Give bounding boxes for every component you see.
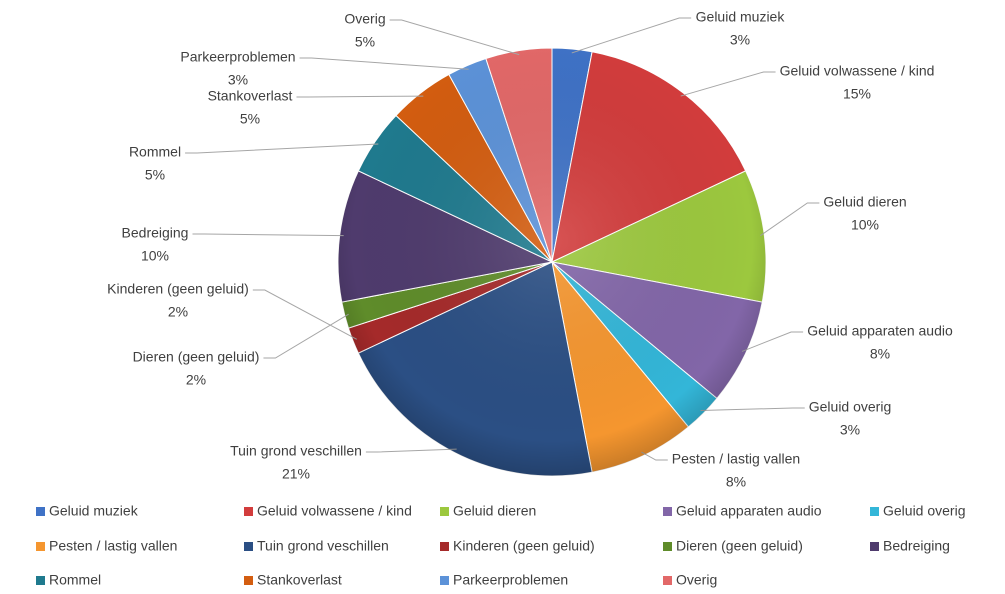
data-label-name: Rommel — [129, 144, 181, 160]
leader-line — [680, 71, 776, 97]
legend-label: Bedreiging — [883, 538, 950, 554]
legend-swatch — [663, 576, 672, 585]
leader-line — [389, 19, 520, 56]
legend-label: Dieren (geen geluid) — [676, 538, 803, 554]
data-label-value: 2% — [186, 372, 206, 388]
legend-label: Geluid volwassene / kind — [257, 503, 412, 519]
legend-swatch — [244, 542, 253, 551]
data-label-value: 3% — [840, 422, 860, 438]
legend-label: Parkeerproblemen — [453, 572, 568, 588]
data-label-value: 5% — [355, 34, 375, 50]
data-label-name: Kinderen (geen geluid) — [107, 281, 249, 297]
legend-swatch — [440, 576, 449, 585]
data-label-name: Geluid volwassene / kind — [780, 63, 935, 79]
legend-label: Pesten / lastig vallen — [49, 538, 177, 554]
legend-swatch — [663, 542, 672, 551]
leader-line — [299, 57, 469, 70]
legend-swatch — [663, 507, 672, 516]
leader-line — [760, 202, 820, 237]
legend-swatch — [870, 507, 879, 516]
data-label-value: 3% — [730, 32, 750, 48]
leader-line — [700, 407, 805, 411]
data-label-value: 2% — [168, 304, 188, 320]
legend-swatch — [36, 507, 45, 516]
data-label-name: Bedreiging — [122, 225, 189, 241]
data-label-value: 5% — [240, 111, 260, 127]
data-label-name: Pesten / lastig vallen — [672, 451, 800, 467]
legend-label: Geluid muziek — [49, 503, 139, 519]
legend-swatch — [440, 542, 449, 551]
data-label-value: 8% — [726, 474, 746, 490]
data-label-value: 21% — [282, 466, 310, 482]
leader-line — [185, 143, 379, 154]
legend-label: Rommel — [49, 572, 101, 588]
data-label-name: Overig — [344, 11, 385, 27]
leader-line — [263, 313, 349, 359]
data-label-name: Geluid muziek — [696, 9, 786, 25]
data-label-value: 15% — [843, 86, 871, 102]
leader-line — [296, 95, 424, 98]
legend-swatch — [36, 542, 45, 551]
data-label-value: 5% — [145, 167, 165, 183]
legend-label: Overig — [676, 572, 717, 588]
legend-swatch — [870, 542, 879, 551]
legend-swatch — [244, 507, 253, 516]
data-label-name: Stankoverlast — [208, 88, 293, 104]
legend-label: Geluid apparaten audio — [676, 503, 822, 519]
legend-label: Geluid dieren — [453, 503, 536, 519]
data-label-name: Dieren (geen geluid) — [133, 349, 260, 365]
data-label-name: Tuin grond veschillen — [230, 443, 362, 459]
data-label-value: 3% — [228, 72, 248, 88]
legend-label: Tuin grond veschillen — [257, 538, 389, 554]
data-label-name: Geluid overig — [809, 399, 892, 415]
legend-swatch — [440, 507, 449, 516]
data-label-value: 10% — [141, 248, 169, 264]
leader-line — [192, 233, 344, 237]
leader-line — [365, 448, 457, 453]
data-label-name: Parkeerproblemen — [180, 49, 295, 65]
data-label-name: Geluid dieren — [823, 194, 906, 210]
leader-line — [571, 17, 692, 54]
legend-swatch — [36, 576, 45, 585]
data-label-value: 8% — [870, 346, 890, 362]
legend-label: Geluid overig — [883, 503, 966, 519]
legend-label: Kinderen (geen geluid) — [453, 538, 595, 554]
leader-line — [252, 289, 357, 340]
legend-label: Stankoverlast — [257, 572, 342, 588]
data-label-value: 10% — [851, 217, 879, 233]
legend-swatch — [244, 576, 253, 585]
data-label-name: Geluid apparaten audio — [807, 323, 953, 339]
